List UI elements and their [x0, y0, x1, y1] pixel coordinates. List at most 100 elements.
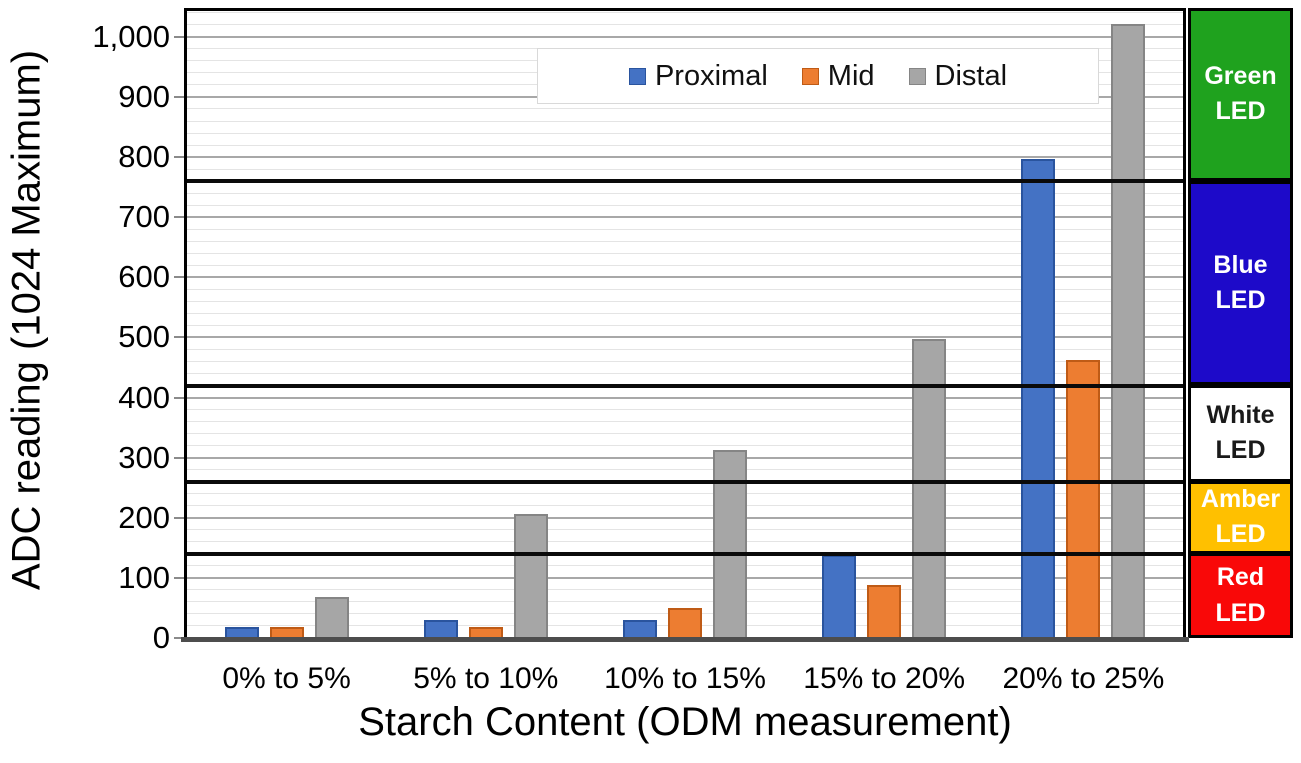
minor-gridline [187, 240, 1183, 242]
led-threshold-line [187, 383, 1183, 388]
led-band-red: Red LED [1191, 556, 1290, 635]
legend-label-proximal: Proximal [654, 59, 768, 92]
bar-distal-3 [912, 338, 947, 638]
y-tick-label: 800 [118, 139, 170, 175]
led-band-green: Green LED [1191, 10, 1290, 179]
legend-item-distal: Distal [908, 59, 1008, 93]
y-tick-mark [174, 35, 187, 38]
y-tick-mark [174, 276, 187, 279]
major-gridline [187, 516, 1183, 519]
y-tick-label: 900 [118, 79, 170, 114]
minor-gridline [187, 493, 1183, 495]
bar-mid-1 [468, 627, 503, 638]
minor-gridline [187, 445, 1183, 447]
y-tick-label: 400 [118, 379, 170, 415]
major-gridline [187, 276, 1183, 279]
minor-gridline [187, 505, 1183, 507]
legend-label-mid: Mid [827, 59, 875, 92]
led-band-amber: Amber LED [1191, 484, 1290, 551]
minor-gridline [187, 108, 1183, 110]
led-threshold-line [187, 179, 1183, 184]
minor-gridline [187, 132, 1183, 134]
bar-proximal-2 [623, 620, 657, 638]
led-threshold-line [187, 479, 1183, 484]
minor-gridline [187, 529, 1183, 531]
legend-item-mid: Mid [801, 59, 875, 93]
minor-gridline [187, 469, 1183, 471]
major-gridline [187, 216, 1183, 219]
y-tick-mark [174, 576, 187, 579]
bar-distal-1 [513, 513, 548, 638]
led-band-label-line: LED [1215, 598, 1266, 627]
bar-mid-3 [867, 585, 902, 638]
led-band-label-line: Blue [1213, 250, 1268, 279]
minor-gridline [187, 433, 1183, 435]
minor-gridline [187, 541, 1183, 543]
led-band-label-line: Red [1216, 563, 1265, 592]
y-tick-mark [174, 96, 187, 98]
y-tick-label: 600 [118, 259, 170, 295]
plot-area: Proximal Mid Distal [181, 8, 1189, 642]
led-band-label-line: LED [1215, 286, 1266, 315]
bar-mid-0 [269, 627, 304, 638]
led-band-label-line: LED [1215, 97, 1266, 126]
x-tick-label: 5% to 10% [413, 662, 559, 695]
y-tick-mark [174, 456, 187, 459]
major-gridline [187, 35, 1183, 38]
led-band-label-line: White [1206, 400, 1275, 429]
bar-distal-2 [713, 449, 747, 638]
plot-border-right [1183, 8, 1186, 638]
x-tick-label: 20% to 25% [1002, 662, 1165, 695]
major-gridline [187, 576, 1183, 579]
distal-swatch-icon [908, 67, 926, 85]
minor-gridline [187, 300, 1183, 302]
bar-proximal-1 [423, 620, 458, 638]
minor-gridline [187, 360, 1183, 362]
bar-mid-2 [668, 607, 702, 638]
x-tick-label: 15% to 20% [803, 662, 966, 695]
plot-border-top [184, 8, 1186, 11]
minor-gridline [187, 288, 1183, 290]
y-tick-mark [174, 216, 187, 219]
y-tick-label: 300 [118, 439, 170, 475]
major-gridline [187, 456, 1183, 459]
legend: Proximal Mid Distal [537, 48, 1099, 104]
bar-proximal-3 [822, 555, 857, 638]
led-band-label-line: LED [1215, 520, 1266, 549]
minor-gridline [187, 421, 1183, 423]
y-tick-mark [174, 156, 187, 159]
bar-proximal-0 [224, 627, 259, 638]
minor-gridline [187, 120, 1183, 122]
minor-gridline [187, 565, 1183, 567]
y-tick-label: 100 [118, 559, 170, 595]
major-gridline [187, 336, 1183, 339]
x-tick-label: 10% to 15% [604, 662, 766, 695]
y-tick-label: 1,000 [92, 18, 170, 54]
bar-distal-0 [314, 597, 349, 638]
bar-distal-4 [1111, 23, 1146, 638]
led-band-label-line: Green [1204, 61, 1277, 90]
y-tick-label: 0 [152, 620, 170, 655]
minor-gridline [187, 252, 1183, 254]
legend-item-proximal: Proximal [628, 59, 768, 93]
minor-gridline [187, 192, 1183, 194]
y-tick-mark [174, 637, 187, 639]
proximal-swatch-icon [628, 67, 646, 85]
minor-gridline [187, 589, 1183, 591]
minor-gridline [187, 264, 1183, 266]
y-tick-mark [174, 516, 187, 519]
legend-label-distal: Distal [934, 59, 1008, 92]
led-band-blue: Blue LED [1191, 183, 1290, 383]
mid-swatch-icon [801, 67, 819, 85]
bar-proximal-4 [1021, 158, 1056, 638]
y-tick-mark [174, 396, 187, 399]
x-tick-label: 0% to 5% [222, 662, 351, 695]
y-tick-mark [174, 336, 187, 339]
minor-gridline [187, 228, 1183, 230]
led-band-label-line: LED [1215, 436, 1266, 465]
minor-gridline [187, 348, 1183, 350]
led-threshold-line [187, 551, 1183, 556]
y-tick-label: 700 [118, 199, 170, 235]
major-gridline [187, 396, 1183, 399]
